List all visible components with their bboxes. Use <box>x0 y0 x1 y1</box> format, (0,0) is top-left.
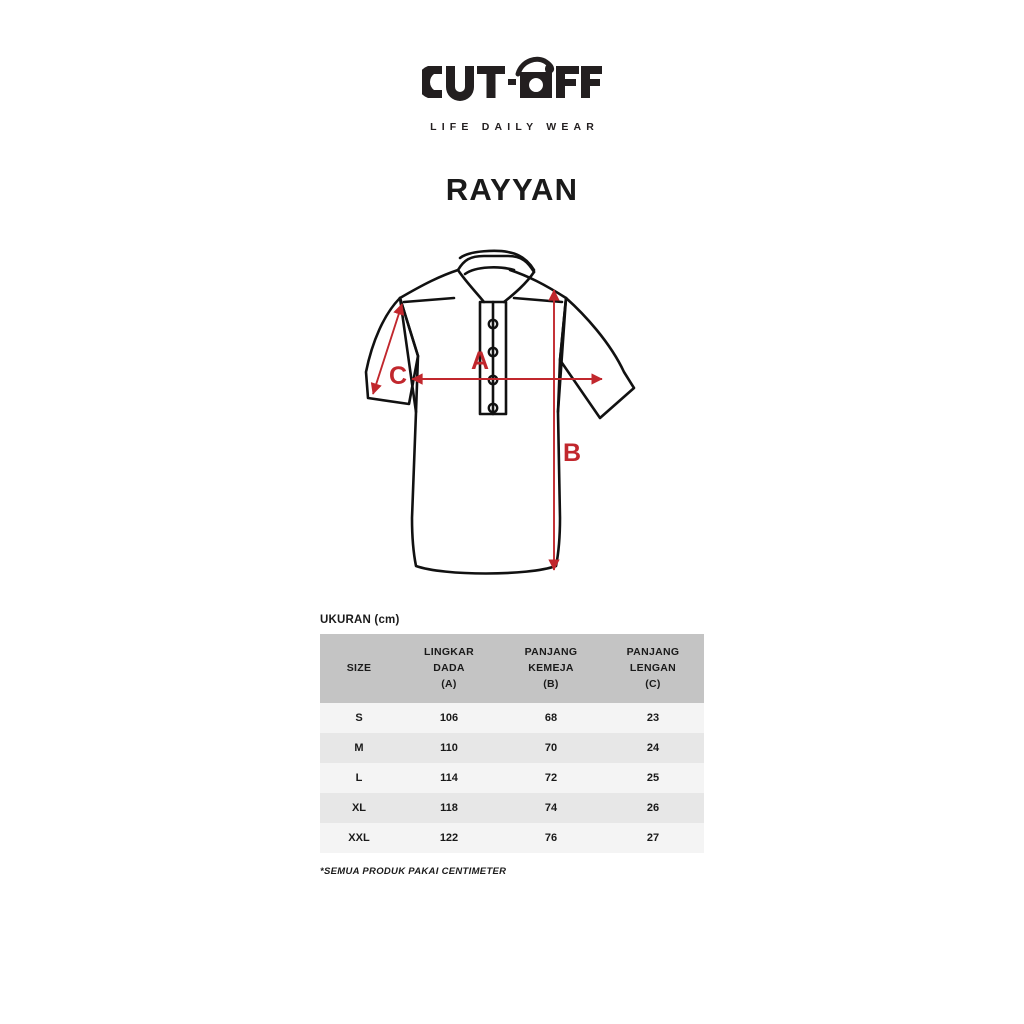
size-table-note: *SEMUA PRODUK PAKAI CENTIMETER <box>320 866 507 878</box>
brand-header: LIFE DAILY WEAR <box>0 56 1024 133</box>
size-table: SIZE LINGKAR DADA (A) PANJANG KEMEJA (B)… <box>320 634 704 854</box>
cell-chest: 106 <box>398 703 500 734</box>
size-table-caption: UKURAN (cm) <box>320 614 400 626</box>
column-header-chest-line-3: (A) <box>441 677 457 690</box>
cell-sleeve-length: 26 <box>602 793 704 824</box>
table-row: XL 118 74 26 <box>320 793 704 824</box>
cell-chest: 110 <box>398 733 500 764</box>
brand-logo <box>416 56 602 108</box>
column-header-size: SIZE <box>320 634 398 704</box>
cell-chest: 118 <box>398 793 500 824</box>
brand-tagline: LIFE DAILY WEAR <box>430 121 600 133</box>
cell-size: S <box>320 703 398 734</box>
column-header-sleeve-length-line-3: (C) <box>645 677 661 690</box>
cell-sleeve-length: 24 <box>602 733 704 764</box>
cell-chest: 122 <box>398 823 500 854</box>
cell-shirt-length: 72 <box>500 763 602 794</box>
measure-label-c: C <box>389 362 407 390</box>
cell-size: XXL <box>320 823 398 854</box>
measure-label-a: A <box>471 347 489 375</box>
garment-diagram: A B C <box>332 236 692 596</box>
table-row: S 106 68 23 <box>320 703 704 734</box>
column-header-chest: LINGKAR DADA (A) <box>398 634 500 704</box>
column-header-sleeve-length: PANJANG LENGAN (C) <box>602 634 704 704</box>
column-header-chest-line-1: LINGKAR <box>424 646 474 658</box>
shirt-technical-drawing-icon: A B C <box>364 249 636 575</box>
cell-sleeve-length: 23 <box>602 703 704 734</box>
column-header-sleeve-length-line-1: PANJANG <box>626 646 680 658</box>
cell-shirt-length: 74 <box>500 793 602 824</box>
column-header-size-line-1: SIZE <box>346 661 372 674</box>
table-row: L 114 72 25 <box>320 763 704 794</box>
table-row: M 110 70 24 <box>320 733 704 764</box>
column-header-shirt-length-line-1: PANJANG <box>524 646 578 658</box>
column-header-shirt-length: PANJANG KEMEJA (B) <box>500 634 602 704</box>
size-table-section: UKURAN (cm) SIZE LINGKAR DADA (A) PANJAN… <box>320 614 704 877</box>
column-header-sleeve-length-line-2: LENGAN <box>629 661 677 674</box>
column-header-shirt-length-line-3: (B) <box>543 677 559 690</box>
page-title: RAYYAN <box>445 172 579 207</box>
cell-shirt-length: 68 <box>500 703 602 734</box>
cut-off-logo-icon <box>416 56 602 101</box>
cell-size: L <box>320 763 398 794</box>
measure-line-c <box>370 303 405 395</box>
table-header-row: SIZE LINGKAR DADA (A) PANJANG KEMEJA (B)… <box>320 634 704 704</box>
column-header-shirt-length-line-2: KEMEJA <box>528 661 574 674</box>
cell-sleeve-length: 25 <box>602 763 704 794</box>
cell-size: M <box>320 733 398 764</box>
cell-shirt-length: 76 <box>500 823 602 854</box>
column-header-chest-line-2: DADA <box>433 661 465 674</box>
cell-sleeve-length: 27 <box>602 823 704 854</box>
cell-shirt-length: 70 <box>500 733 602 764</box>
cell-size: XL <box>320 793 398 824</box>
table-row: XXL 122 76 27 <box>320 823 704 854</box>
measure-label-b: B <box>563 439 581 467</box>
cell-chest: 114 <box>398 763 500 794</box>
